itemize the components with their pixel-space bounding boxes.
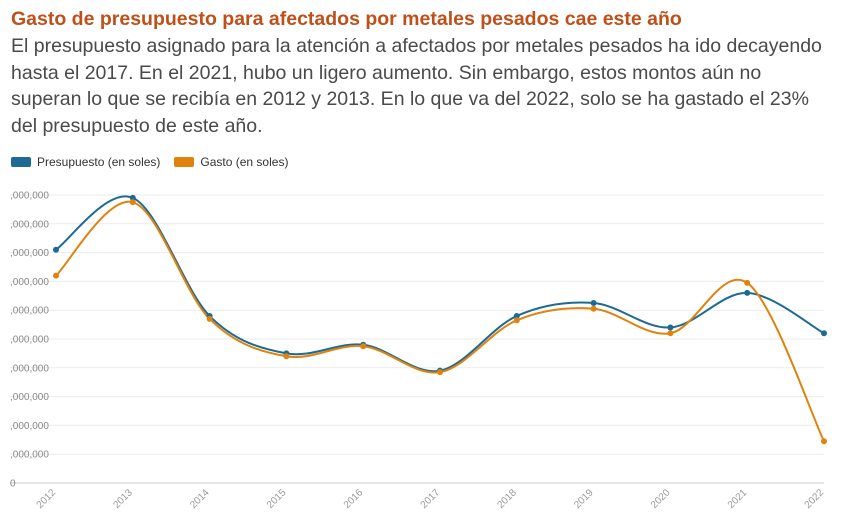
legend-label-presupuesto: Presupuesto (en soles): [37, 155, 161, 169]
x-tick-label: 2014: [188, 487, 212, 511]
data-point-presupuesto[interactable]: [53, 246, 59, 253]
x-tick-label: 2016: [342, 487, 366, 511]
chart-subtitle: El presupuesto asignado para la atención…: [11, 35, 822, 137]
data-point-gasto[interactable]: [360, 343, 367, 350]
x-tick-label: 2012: [35, 487, 59, 511]
data-point-presupuesto[interactable]: [513, 312, 520, 319]
data-point-presupuesto[interactable]: [821, 330, 827, 337]
data-point-presupuesto[interactable]: [129, 194, 136, 201]
chart-title: Gasto de presupuesto para afectados por …: [11, 8, 682, 30]
y-tick-label: ,000,000: [10, 392, 49, 403]
y-tick-label: ,000,000: [10, 421, 49, 432]
data-point-presupuesto[interactable]: [744, 289, 751, 296]
data-point-gasto[interactable]: [744, 279, 751, 286]
data-point-gasto[interactable]: [206, 315, 213, 322]
y-tick-label: ,000,000: [10, 306, 49, 317]
legend: Presupuesto (en soles) Gasto (en soles): [11, 153, 302, 171]
data-point-presupuesto[interactable]: [667, 324, 674, 331]
x-tick-label: 2022: [803, 487, 827, 511]
y-tick-label: 0: [10, 479, 16, 490]
x-tick-label: 2019: [572, 487, 596, 511]
legend-label-gasto: Gasto (en soles): [200, 155, 289, 169]
y-tick-label: ,000,000: [10, 277, 49, 288]
x-tick-label: 2020: [649, 487, 673, 511]
data-point-gasto[interactable]: [129, 199, 136, 206]
series-line-gasto: [55, 200, 825, 442]
data-point-gasto[interactable]: [437, 369, 443, 376]
data-point-gasto[interactable]: [590, 305, 597, 312]
data-point-gasto[interactable]: [283, 353, 290, 360]
x-tick-label: 2017: [419, 487, 443, 511]
y-tick-label: ,000,000: [10, 335, 49, 346]
legend-item-gasto[interactable]: Gasto (en soles): [174, 155, 288, 169]
y-tick-label: ,000,000: [10, 191, 49, 202]
x-tick-label: 2021: [726, 487, 750, 511]
y-tick-label: ,000,000: [10, 248, 49, 259]
y-tick-label: ,000,000: [10, 219, 49, 230]
series-line-presupuesto: [55, 195, 825, 373]
y-tick-label: ,000,000: [10, 363, 49, 374]
x-tick-label: 2015: [265, 487, 289, 511]
data-point-gasto[interactable]: [53, 272, 59, 279]
legend-swatch-gasto: [174, 157, 195, 167]
data-point-gasto[interactable]: [513, 317, 520, 324]
legend-item-presupuesto[interactable]: Presupuesto (en soles): [11, 155, 160, 169]
x-tick-label: 2013: [111, 487, 135, 511]
x-tick-label: 2018: [495, 487, 519, 511]
legend-swatch-presupuesto: [11, 157, 31, 167]
data-point-gasto[interactable]: [821, 438, 827, 445]
data-point-presupuesto[interactable]: [590, 300, 597, 306]
y-tick-label: ,000,000: [10, 450, 49, 461]
data-point-gasto[interactable]: [667, 330, 674, 337]
